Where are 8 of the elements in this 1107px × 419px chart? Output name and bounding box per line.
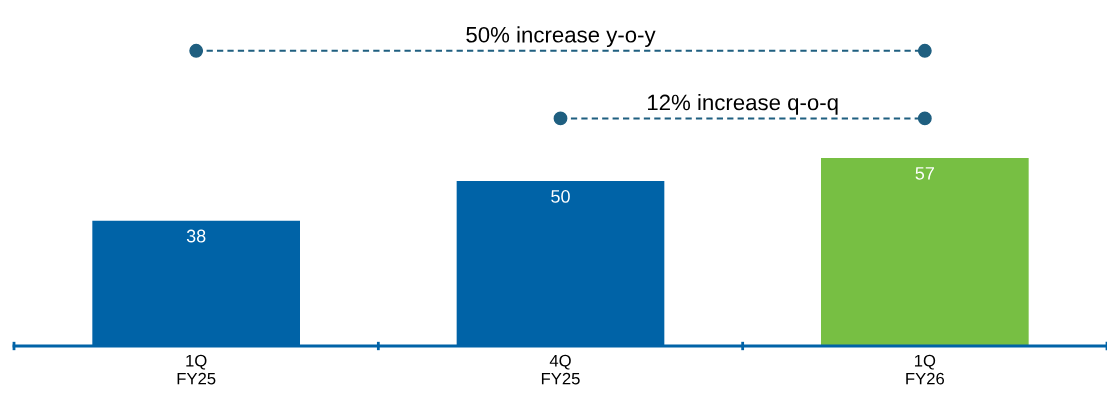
text: 12% increase q-o-q: [648, 93, 838, 115]
text: 50% increase y-o-y: [466, 26, 656, 48]
x-tick-label: 4Q FY25: [541, 354, 580, 385]
x-tick-label: 1Q FY26: [906, 354, 945, 385]
x-tick-label: 1Q FY25: [177, 354, 216, 385]
data-label: 50: [551, 190, 570, 203]
data-label: 57: [915, 167, 934, 180]
data-label: 38: [186, 229, 206, 243]
